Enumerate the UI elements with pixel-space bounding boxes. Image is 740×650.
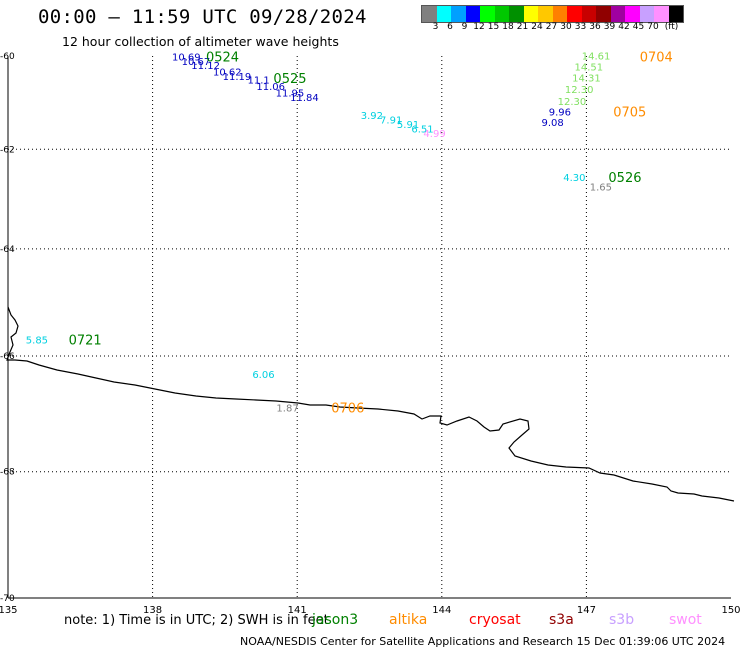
wave-height-points: 10.6910.6711.1210.6211.1911.111.0611.951… xyxy=(26,52,612,415)
colorbar-labels: 3 6 9 12 15 18 21 24 27 30 33 36 39 42 45 70 (ft) xyxy=(421,22,740,34)
y-tick-label: -62 xyxy=(0,145,15,155)
x-tick-label: 144 xyxy=(432,605,451,616)
map-title: 00:00 – 11:59 UTC 09/28/2024 xyxy=(38,6,367,28)
satellite-legend-jason3: jason3 xyxy=(312,612,359,628)
colorbar-label: 45 xyxy=(632,22,645,32)
map-grid xyxy=(8,56,731,598)
satellite-legend-altika: altika xyxy=(389,612,428,628)
pass-labels: 0524 0525 0704 0705 0526 0721 0706 xyxy=(69,50,673,416)
wave-height-label: 3.92 xyxy=(361,111,383,122)
colorbar-swatch xyxy=(422,6,437,22)
antarctic-coastline xyxy=(6,306,735,502)
wave-height-label: 12.30 xyxy=(565,85,594,96)
colorbar-swatch xyxy=(639,6,654,22)
wave-height-label: 9.96 xyxy=(549,107,571,118)
colorbar-swatch xyxy=(465,6,480,22)
credit-line: NOAA/NESDIS Center for Satellite Applica… xyxy=(240,635,726,648)
x-tick-label: 147 xyxy=(577,605,596,616)
colorbar-swatch xyxy=(610,6,625,22)
colorbar-label: (ft) xyxy=(664,22,679,32)
colorbar-swatch xyxy=(552,6,567,22)
pass-id-label: 0706 xyxy=(331,401,364,416)
colorbar-swatch xyxy=(581,6,596,22)
wave-height-label: 6.06 xyxy=(252,370,274,381)
colorbar-swatch xyxy=(480,6,495,22)
colorbar-label: 42 xyxy=(618,22,630,32)
colorbar-swatch xyxy=(668,6,683,22)
y-tick-label: -64 xyxy=(0,245,15,255)
pass-id-label: 0524 xyxy=(206,50,239,65)
colorbar-swatch xyxy=(625,6,640,22)
y-tick-label: -68 xyxy=(0,468,15,478)
colorbar-label: 27 xyxy=(545,22,558,32)
colorbar-label: 36 xyxy=(589,22,601,32)
y-tick-label: -70 xyxy=(0,594,15,604)
wave-height-label: 11.84 xyxy=(290,93,319,104)
map-axes: 135 138 141 144 147 150 -60 -62 -64 -66 -68 -70 xyxy=(0,52,740,616)
wave-height-label: 6.51 xyxy=(411,125,433,136)
colorbar-swatch xyxy=(494,6,509,22)
wave-height-label: 12.30 xyxy=(558,97,587,108)
wave-height-label: 10.67 xyxy=(182,57,211,68)
pass-id-label: 0525 xyxy=(273,72,306,87)
wave-height-label: 11.95 xyxy=(276,89,305,100)
x-tick-label: 150 xyxy=(721,605,740,616)
colorbar-label: 18 xyxy=(502,22,514,32)
colorbar-swatch xyxy=(509,6,524,22)
wave-height-label: 1.65 xyxy=(590,182,612,193)
colorbar-label: 70 xyxy=(647,22,659,32)
colorbar-label: 12 xyxy=(473,22,485,32)
wave-height-label: 1.87 xyxy=(276,403,298,414)
colorbar-label: 21 xyxy=(516,22,529,32)
colorbar-label: 30 xyxy=(560,22,572,32)
x-tick-label: 138 xyxy=(143,605,162,616)
colorbar-label: 39 xyxy=(603,22,616,32)
colorbar-swatch xyxy=(596,6,611,22)
colorbar-label: 6 xyxy=(447,22,453,32)
colorbar-swatch xyxy=(523,6,538,22)
satellite-legend-swot: swot xyxy=(669,612,702,628)
colorbar-label: 9 xyxy=(461,22,468,32)
wave-height-label: 5.91 xyxy=(397,120,419,131)
pass-id-label: 0704 xyxy=(640,50,673,65)
map-subtitle: 12 hour collection of altimeter wave hei… xyxy=(62,34,339,49)
colorbar-swatch xyxy=(538,6,553,22)
colorbar-swatch xyxy=(451,6,466,22)
wave-height-label: 7.91 xyxy=(380,116,402,127)
wave-height-label: 11.19 xyxy=(223,72,252,83)
satellite-legend-cryosat: cryosat xyxy=(469,612,521,628)
satellite-legend-s3a: s3a xyxy=(549,612,574,628)
wave-height-label: 14.51 xyxy=(574,62,603,73)
colorbar-label: 24 xyxy=(531,22,543,32)
wave-height-label: 14.61 xyxy=(582,52,611,63)
x-tick-label: 141 xyxy=(288,605,307,616)
footnote: note: 1) Time is in UTC; 2) SWH is in fe… xyxy=(64,613,329,628)
colorbar-label: 33 xyxy=(574,22,587,32)
colorbar-label: 15 xyxy=(487,22,500,32)
wave-height-colorbar xyxy=(421,5,684,23)
y-tick-label: -66 xyxy=(0,352,15,362)
y-tick-label: -60 xyxy=(0,52,15,62)
colorbar-label: 3 xyxy=(432,22,439,32)
colorbar-swatch xyxy=(436,6,451,22)
pass-id-label: 0526 xyxy=(608,171,641,186)
wave-height-label: 4.99 xyxy=(423,129,445,140)
wave-height-label: 10.62 xyxy=(213,67,242,78)
pass-id-label: 0721 xyxy=(69,333,102,348)
colorbar-swatch xyxy=(567,6,582,22)
wave-height-label: 5.85 xyxy=(26,335,48,346)
wave-height-label: 11.1 xyxy=(248,76,270,87)
pass-id-label: 0705 xyxy=(613,105,646,120)
colorbar-swatch xyxy=(654,6,669,22)
wave-height-label: 9.08 xyxy=(542,118,564,129)
wave-height-label: 11.06 xyxy=(256,82,285,93)
wave-height-label: 4.30 xyxy=(563,173,585,184)
wave-height-label: 14.31 xyxy=(572,73,601,84)
wave-height-label: 11.12 xyxy=(191,61,220,72)
x-tick-label: 135 xyxy=(0,605,18,616)
wave-height-label: 10.69 xyxy=(172,52,201,63)
satellite-legend-s3b: s3b xyxy=(609,612,635,628)
